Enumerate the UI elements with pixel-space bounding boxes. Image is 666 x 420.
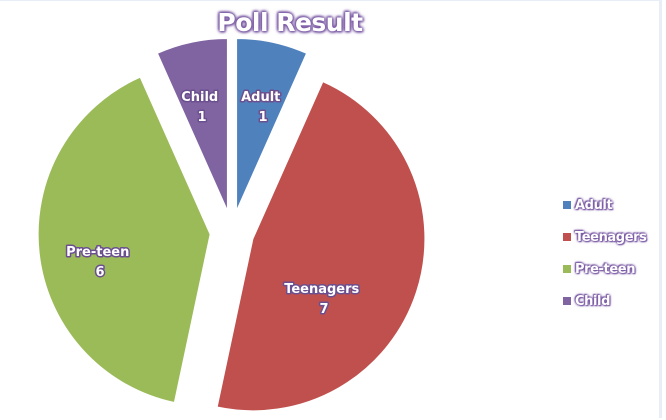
legend-item-preteen: Pre-teen [563, 253, 646, 285]
chart-title: Poll Result [217, 8, 363, 37]
legend-item-adult: Adult [563, 189, 646, 221]
legend-swatch-teenagers [563, 233, 571, 241]
chart-legend: Adult Teenagers Pre-teen Child [563, 189, 647, 317]
slice-teenagers[interactable] [216, 81, 426, 412]
legend-item-child: Child [563, 285, 646, 317]
data-label-adult: Adult 1 [241, 90, 285, 125]
data-label-teenagers: Teenagers 7 [284, 282, 364, 317]
slice-child[interactable] [156, 37, 228, 211]
slice-adult[interactable] [236, 37, 308, 211]
data-label-preteen: Pre-teen 6 [66, 245, 134, 280]
legend-swatch-preteen [563, 265, 571, 273]
slice-preteen[interactable] [37, 76, 211, 404]
pie-chart: Adult 1 Teenagers 7 Pre-teen 6 Child 1 [37, 37, 426, 412]
legend-swatch-child [563, 297, 571, 305]
data-label-child: Child 1 [181, 90, 223, 125]
legend-swatch-adult [563, 201, 571, 209]
legend-item-teenagers: Teenagers [563, 221, 647, 253]
